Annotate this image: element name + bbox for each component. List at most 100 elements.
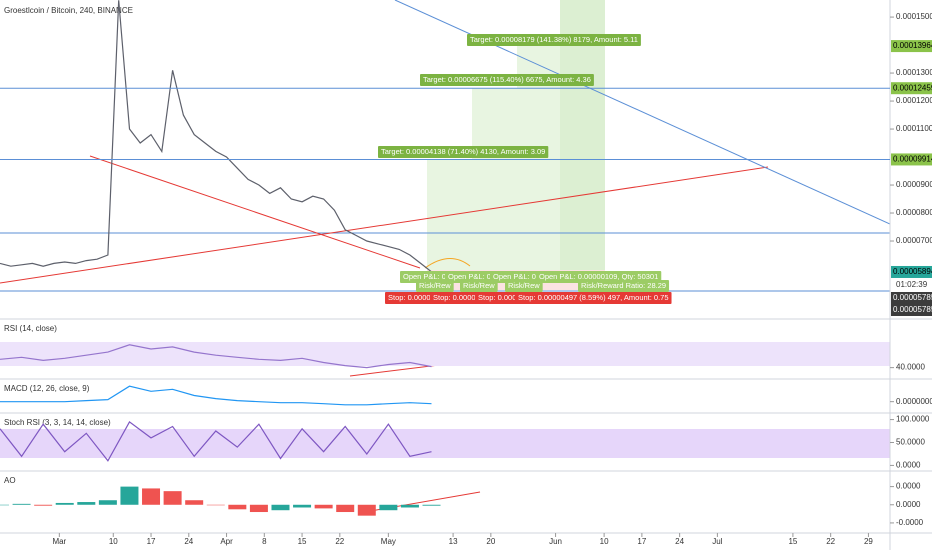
y-tick-label: 0.0000 <box>896 500 921 509</box>
annotation: Open P&L: 0.0 <box>403 272 452 281</box>
x-tick-label: 17 <box>637 537 646 546</box>
annotation: Risk/Rew <box>419 281 451 290</box>
axis-badge: 0.00005785 <box>893 305 932 314</box>
level-badge <box>891 265 932 278</box>
level-badge <box>891 40 932 53</box>
x-tick-label: Jul <box>712 537 722 546</box>
annotation-bg <box>378 146 549 158</box>
y-tick-label: -0.0000 <box>896 518 924 527</box>
trend-line <box>0 166 769 284</box>
annotation-bg <box>430 292 487 304</box>
y-tick-label: 40.0000 <box>896 363 925 372</box>
x-tick-label: 10 <box>109 537 118 546</box>
annotation-bg <box>467 34 641 46</box>
panel-title: RSI (14, close) <box>4 324 57 333</box>
annotation-bg <box>578 280 670 292</box>
axis-badge: 0.00005785 <box>893 293 932 302</box>
y-tick-label: 50.0000 <box>896 438 925 447</box>
x-tick-label: 13 <box>449 537 458 546</box>
x-tick-label: 15 <box>788 537 797 546</box>
x-tick-label: 22 <box>826 537 835 546</box>
chart-title: Groestlcoin / Bitcoin, 240, BINANCE <box>4 6 133 15</box>
axis-badge-bg <box>891 304 932 316</box>
ao-bar <box>379 504 398 511</box>
annotation-bg <box>515 292 672 304</box>
x-tick-label: May <box>381 537 396 546</box>
annotation: Target: 0.00006675 (115.40%) 6675, Amoun… <box>423 75 591 84</box>
series-line <box>0 0 432 273</box>
series-line <box>0 344 432 369</box>
annotation: Target: 0.00008179 (141.38%) 8179, Amoun… <box>470 35 638 44</box>
annotation: Open P&L: 0.0 <box>448 272 497 281</box>
ao-bar <box>55 502 74 505</box>
annotation: Open P&L: 0.00000109, Qty: 50301 <box>539 272 658 281</box>
level-badge <box>891 153 932 166</box>
x-tick-label: Apr <box>220 537 233 546</box>
y-tick-label: 100.0000 <box>896 415 930 424</box>
x-tick-label: 24 <box>675 537 684 546</box>
annotation-bg <box>505 280 543 292</box>
x-tick-label: 17 <box>147 537 156 546</box>
ao-bar <box>228 504 247 510</box>
x-tick-label: Mar <box>52 537 66 546</box>
annotation: Target: 0.00004138 (71.40%) 4130, Amount… <box>381 147 545 156</box>
level-label: 0.00009914 <box>893 155 932 164</box>
x-tick-label: 8 <box>262 537 267 546</box>
level-label: 0.00005894 <box>893 267 932 276</box>
series-line <box>0 421 432 462</box>
rsi-band <box>0 342 890 366</box>
ao-bar <box>185 500 204 505</box>
ao-bar <box>77 502 96 505</box>
series-line <box>0 385 432 406</box>
ao-bar <box>293 504 312 508</box>
panel-title: MACD (12, 26, close, 9) <box>4 384 90 393</box>
y-tick-label: 0.0000 <box>896 461 921 470</box>
x-tick-label: 15 <box>298 537 307 546</box>
ao-bar <box>0 504 9 506</box>
target-zone <box>472 88 517 270</box>
x-tick-label: 24 <box>184 537 193 546</box>
x-tick-label: 20 <box>486 537 495 546</box>
y-tick-label: 0.00000000 <box>896 397 932 406</box>
ao-bar <box>314 504 333 509</box>
annotation: Risk/Reward Ratio: 28.29 <box>581 281 666 290</box>
ao-bar <box>163 491 182 505</box>
x-tick-label: 10 <box>600 537 609 546</box>
level-label: 0.00013964 <box>893 41 932 50</box>
arc <box>424 258 471 269</box>
annotation: Stop: 0.00000497 (8.59%) 497, Amount: 0.… <box>518 293 669 302</box>
ao-bar <box>98 500 117 505</box>
ao-bar <box>400 504 419 508</box>
annotation: Open P&L: 0.0 <box>493 272 542 281</box>
annotation: Stop: 0.000004 <box>433 293 484 302</box>
annotation-bg <box>460 280 498 292</box>
annotation-bg <box>420 74 594 86</box>
annotation: Stop: 0.000004 <box>478 293 529 302</box>
level-badge <box>891 82 932 95</box>
x-tick-label: 29 <box>864 537 873 546</box>
ao-bar <box>34 504 53 506</box>
x-tick-label: 22 <box>335 537 344 546</box>
x-tick-label: Jun <box>549 537 562 546</box>
annotation-bg <box>385 292 438 304</box>
y-tick-label: 0.0000 <box>896 482 921 491</box>
annotation: Risk/Rew <box>508 281 540 290</box>
ao-bar <box>120 486 139 505</box>
ao-bar <box>206 504 225 506</box>
countdown: 01:02:39 <box>896 280 928 289</box>
ao-bar <box>422 504 441 506</box>
annotation: Stop: 0.00000 <box>388 293 435 302</box>
ao-bar <box>336 504 355 513</box>
annotation: Risk/Rew <box>463 281 495 290</box>
ao-bar <box>142 488 161 505</box>
ao-bar <box>249 504 268 513</box>
stoch-band <box>0 429 890 458</box>
trend-line <box>89 155 421 269</box>
panel-title: AO <box>4 476 16 485</box>
